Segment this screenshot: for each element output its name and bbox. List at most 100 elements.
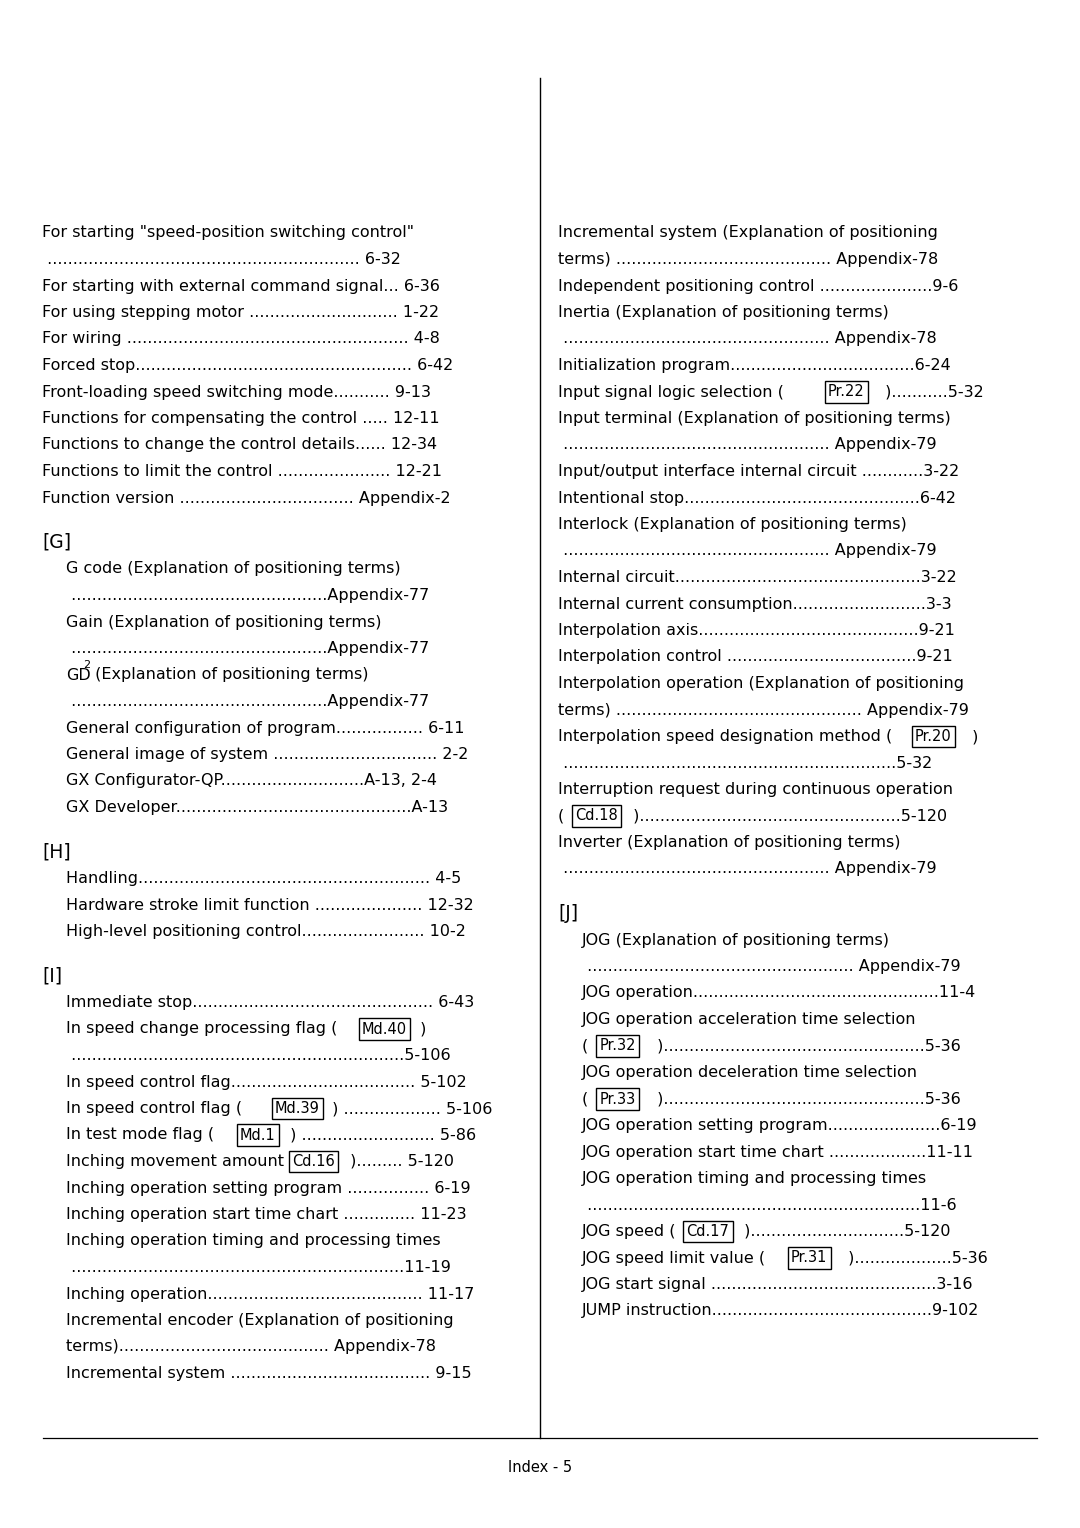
Text: JOG operation start time chart ...................11-11: JOG operation start time chart .........…	[582, 1144, 974, 1160]
Text: Pr.33: Pr.33	[599, 1091, 636, 1106]
Text: GX Developer..............................................A-13: GX Developer............................…	[66, 801, 448, 814]
Text: Index - 5: Index - 5	[508, 1461, 572, 1476]
Text: GX Configurator-QP............................A-13, 2-4: GX Configurator-QP......................…	[66, 773, 437, 788]
Text: Front-loading speed switching mode........... 9-13: Front-loading speed switching mode......…	[42, 385, 431, 399]
Text: Cd.18: Cd.18	[576, 808, 618, 824]
Text: )...................................................5-120: ).......................................…	[627, 808, 947, 824]
Text: Interlock (Explanation of positioning terms): Interlock (Explanation of positioning te…	[558, 516, 907, 532]
Text: (: (	[582, 1091, 593, 1106]
Text: Incremental system (Explanation of positioning: Incremental system (Explanation of posit…	[558, 226, 937, 240]
Text: Internal current consumption..........................3-3: Internal current consumption............…	[558, 596, 951, 611]
Text: Interruption request during continuous operation: Interruption request during continuous o…	[558, 782, 953, 798]
Text: Pr.20: Pr.20	[915, 729, 951, 744]
Text: Functions to limit the control ...................... 12-21: Functions to limit the control .........…	[42, 465, 442, 478]
Text: JOG speed limit value (: JOG speed limit value (	[582, 1250, 771, 1265]
Text: terms) .......................................... Appendix-78: terms) .................................…	[558, 252, 939, 267]
Text: Inverter (Explanation of positioning terms): Inverter (Explanation of positioning ter…	[558, 834, 901, 850]
Text: )......... 5-120: )......... 5-120	[345, 1154, 454, 1169]
Text: .................................................... Appendix-79: ........................................…	[582, 960, 960, 973]
Text: Md.1: Md.1	[240, 1128, 275, 1143]
Text: JOG start signal ............................................3-16: JOG start signal .......................…	[582, 1277, 973, 1293]
Text: Handling......................................................... 4-5: Handling................................…	[66, 871, 461, 886]
Text: JOG speed (: JOG speed (	[582, 1224, 681, 1239]
Text: General image of system ................................ 2-2: General image of system ................…	[66, 747, 469, 762]
Text: .................................................................5-32: ........................................…	[558, 755, 932, 770]
Text: Interpolation control .....................................9-21: Interpolation control ..................…	[558, 649, 953, 665]
Text: .................................................................11-19: ........................................…	[66, 1261, 450, 1274]
Text: Function version .................................. Appendix-2: Function version .......................…	[42, 490, 450, 506]
Text: .................................................................11-6: ........................................…	[582, 1198, 957, 1213]
Text: JOG operation setting program......................6-19: JOG operation setting program...........…	[582, 1118, 977, 1132]
Text: JUMP instruction...........................................9-102: JUMP instruction........................…	[582, 1303, 980, 1319]
Text: JOG (Explanation of positioning terms): JOG (Explanation of positioning terms)	[582, 932, 890, 947]
Text: Forced stop...................................................... 6-42: Forced stop.............................…	[42, 358, 454, 373]
Text: Input signal logic selection (: Input signal logic selection (	[558, 385, 789, 399]
Text: 2: 2	[83, 660, 91, 669]
Text: Inertia (Explanation of positioning terms): Inertia (Explanation of positioning term…	[558, 306, 889, 319]
Text: Intentional stop..............................................6-42: Intentional stop........................…	[558, 490, 956, 506]
Text: Initialization program....................................6-24: Initialization program..................…	[558, 358, 950, 373]
Text: In speed change processing flag (: In speed change processing flag (	[66, 1022, 342, 1036]
Text: Md.39: Md.39	[275, 1102, 320, 1115]
Text: )...................................................5-36: ).......................................…	[652, 1091, 961, 1106]
Text: For starting "speed-position switching control": For starting "speed-position switching c…	[42, 226, 414, 240]
Text: Hardware stroke limit function ..................... 12-32: Hardware stroke limit function .........…	[66, 897, 474, 912]
Text: )...................................................5-36: ).......................................…	[652, 1039, 961, 1053]
Text: terms) ................................................ Appendix-79: terms) .................................…	[558, 703, 969, 718]
Text: Interpolation axis...........................................9-21: Interpolation axis......................…	[558, 623, 955, 639]
Text: Incremental system ....................................... 9-15: Incremental system .....................…	[66, 1366, 472, 1381]
Text: )...........5-32: )...........5-32	[880, 385, 984, 399]
Text: ) .......................... 5-86: ) .......................... 5-86	[285, 1128, 476, 1143]
Text: JOG operation timing and processing times: JOG operation timing and processing time…	[582, 1170, 927, 1186]
Text: High-level positioning control........................ 10-2: High-level positioning control..........…	[66, 924, 465, 940]
Text: For wiring ....................................................... 4-8: For wiring .............................…	[42, 332, 440, 347]
Text: Input/output interface internal circuit ............3-22: Input/output interface internal circuit …	[558, 465, 959, 478]
Text: Inching operation timing and processing times: Inching operation timing and processing …	[66, 1233, 441, 1248]
Text: GD: GD	[66, 668, 91, 683]
Text: Immediate stop............................................... 6-43: Immediate stop..........................…	[66, 995, 474, 1010]
Text: [G]: [G]	[42, 533, 71, 552]
Text: Gain (Explanation of positioning terms): Gain (Explanation of positioning terms)	[66, 614, 381, 630]
Text: Cd.16: Cd.16	[293, 1154, 335, 1169]
Text: Cd.17: Cd.17	[687, 1224, 729, 1239]
Text: In speed control flag (: In speed control flag (	[66, 1102, 247, 1115]
Text: [I]: [I]	[42, 967, 63, 986]
Text: (Explanation of positioning terms): (Explanation of positioning terms)	[90, 668, 368, 683]
Text: ............................................................. 6-32: ........................................…	[42, 252, 401, 267]
Text: JOG operation acceleration time selection: JOG operation acceleration time selectio…	[582, 1012, 917, 1027]
Text: For using stepping motor ............................. 1-22: For using stepping motor ...............…	[42, 306, 440, 319]
Text: Md.40: Md.40	[362, 1022, 407, 1036]
Text: .................................................... Appendix-79: ........................................…	[558, 437, 936, 452]
Text: Incremental encoder (Explanation of positioning: Incremental encoder (Explanation of posi…	[66, 1313, 454, 1328]
Text: For starting with external command signal... 6-36: For starting with external command signa…	[42, 278, 440, 293]
Text: General configuration of program................. 6-11: General configuration of program........…	[66, 721, 464, 735]
Text: .................................................................5-106: ........................................…	[66, 1048, 450, 1063]
Text: ..................................................Appendix-77: ........................................…	[66, 642, 429, 656]
Text: JOG operation................................................11-4: JOG operation...........................…	[582, 986, 976, 1001]
Text: [J]: [J]	[558, 905, 578, 923]
Text: ..................................................Appendix-77: ........................................…	[66, 588, 429, 604]
Text: .................................................... Appendix-79: ........................................…	[558, 862, 936, 877]
Text: [H]: [H]	[42, 842, 71, 862]
Text: Inching movement amount (: Inching movement amount (	[66, 1154, 300, 1169]
Text: Input terminal (Explanation of positioning terms): Input terminal (Explanation of positioni…	[558, 411, 950, 426]
Text: Pr.32: Pr.32	[599, 1039, 636, 1053]
Text: In test mode flag (: In test mode flag (	[66, 1128, 219, 1143]
Text: .................................................... Appendix-79: ........................................…	[558, 544, 936, 559]
Text: Inching operation start time chart .............. 11-23: Inching operation start time chart .....…	[66, 1207, 467, 1222]
Text: Interpolation speed designation method (: Interpolation speed designation method (	[558, 729, 897, 744]
Text: (: (	[582, 1039, 593, 1053]
Text: ) ................... 5-106: ) ................... 5-106	[327, 1102, 492, 1115]
Text: ): )	[968, 729, 978, 744]
Text: )..............................5-120: )..............................5-120	[739, 1224, 950, 1239]
Text: In speed control flag.................................... 5-102: In speed control flag...................…	[66, 1074, 467, 1089]
Text: Functions for compensating the control ..... 12-11: Functions for compensating the control .…	[42, 411, 440, 426]
Text: Interpolation operation (Explanation of positioning: Interpolation operation (Explanation of …	[558, 675, 964, 691]
Text: Independent positioning control ......................9-6: Independent positioning control ........…	[558, 278, 958, 293]
Text: )...................5-36: )...................5-36	[843, 1250, 988, 1265]
Text: ): )	[415, 1022, 426, 1036]
Text: G code (Explanation of positioning terms): G code (Explanation of positioning terms…	[66, 561, 401, 576]
Text: (: (	[558, 808, 569, 824]
Text: Pr.31: Pr.31	[791, 1250, 827, 1265]
Text: ..................................................Appendix-77: ........................................…	[66, 694, 429, 709]
